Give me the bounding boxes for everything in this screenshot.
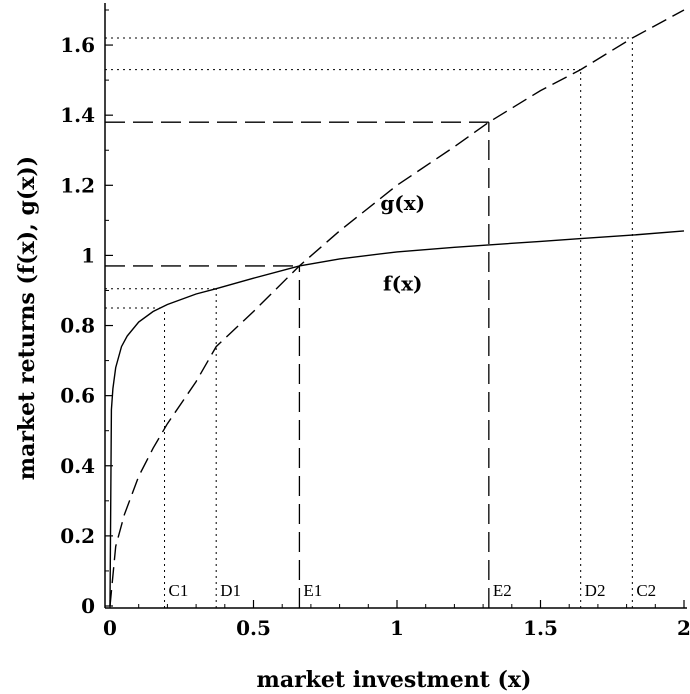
y-tick-label: 1.6 bbox=[60, 33, 95, 57]
series-fx bbox=[109, 230, 685, 607]
curve-label-gx: g(x) bbox=[380, 191, 425, 215]
x-tick-label: 0 bbox=[103, 616, 117, 640]
x-tick-label: 0.5 bbox=[236, 616, 271, 640]
y-tick-label: 0.2 bbox=[60, 524, 95, 548]
y-tick-label: 0.8 bbox=[60, 314, 95, 338]
curves bbox=[109, 9, 685, 607]
reference-lines bbox=[105, 37, 633, 608]
marker-label-d2: D2 bbox=[585, 581, 606, 600]
y-tick-label: 1.4 bbox=[60, 103, 95, 127]
curve-label-fx: f(x) bbox=[383, 271, 422, 295]
x-tick-label: 1.5 bbox=[523, 616, 558, 640]
y-tick-label: 0.4 bbox=[60, 454, 95, 478]
y-tick-label: 1.2 bbox=[60, 173, 95, 197]
series-gx bbox=[109, 9, 685, 607]
axes bbox=[104, 3, 687, 609]
x-tick-label: 2 bbox=[677, 616, 690, 640]
marker-label-e2: E2 bbox=[493, 581, 512, 600]
y-tick-label: 0 bbox=[81, 594, 95, 618]
y-tick-label: 1 bbox=[81, 243, 95, 267]
y-axis-title: market returns (f(x), g(x)) bbox=[14, 156, 40, 480]
x-tick-label: 1 bbox=[390, 616, 404, 640]
marker-label-e1: E1 bbox=[303, 581, 322, 600]
marker-label-c2: C2 bbox=[636, 581, 656, 600]
marker-labels: C1 D1 E1 E2 D2 C2 g(x) f(x) bbox=[169, 191, 657, 600]
marker-label-c1: C1 bbox=[169, 581, 189, 600]
y-tick-label: 0.6 bbox=[60, 384, 95, 408]
ticks: 0 0.5 1 1.5 2 0 0.2 0.4 0.6 0.8 1 1.2 1.4 1.6 bbox=[60, 9, 690, 640]
marker-label-d1: D1 bbox=[220, 581, 241, 600]
x-axis-title: market investment (x) bbox=[257, 667, 532, 693]
